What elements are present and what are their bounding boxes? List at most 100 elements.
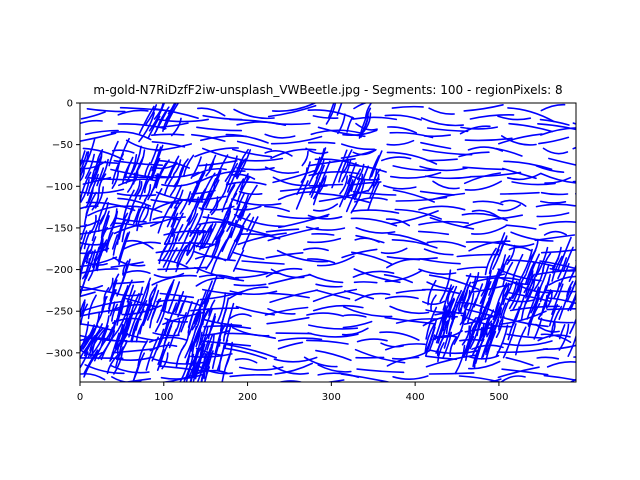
dense-stroke [203, 352, 212, 380]
flow-stroke [197, 365, 234, 375]
dense-stroke [346, 180, 354, 196]
dense-stroke [370, 150, 383, 178]
flow-stroke [225, 133, 269, 144]
flow-stroke [497, 366, 540, 379]
flow-stroke [501, 135, 537, 146]
flow-stroke [80, 291, 96, 298]
flow-stroke [497, 115, 532, 121]
dense-stroke [174, 223, 184, 241]
dense-stroke [91, 221, 100, 242]
flow-stroke [506, 172, 542, 181]
dense-stroke [535, 246, 549, 277]
flow-stroke [383, 184, 417, 190]
flow-stroke [80, 132, 117, 143]
flow-stroke [546, 361, 576, 368]
dense-stroke [430, 294, 437, 312]
dense-stroke [532, 286, 542, 310]
y-tick-label: −50 [52, 140, 73, 151]
dense-stroke [481, 325, 489, 341]
dense-stroke [425, 306, 438, 340]
dense-stroke [188, 179, 201, 206]
dense-stroke [300, 167, 308, 183]
flow-stroke [540, 103, 566, 112]
dense-stroke [211, 338, 222, 369]
dense-stroke [200, 299, 210, 328]
dense-stroke [150, 143, 159, 164]
dense-stroke [339, 175, 348, 195]
dense-stroke [429, 334, 436, 351]
flow-stroke [191, 133, 226, 142]
dense-stroke [164, 166, 174, 185]
dense-stroke [236, 192, 245, 211]
dense-stroke [111, 234, 119, 250]
dense-stroke [91, 192, 100, 211]
flow-stroke [231, 198, 282, 206]
dense-stroke [461, 325, 471, 346]
dense-stroke [200, 223, 214, 250]
flow-stroke [392, 189, 435, 203]
flow-stroke [346, 164, 387, 173]
dense-stroke [171, 117, 182, 137]
flow-stroke [275, 332, 313, 335]
dense-stroke [437, 342, 445, 363]
flow-stroke [278, 213, 330, 229]
dense-stroke [144, 284, 158, 318]
dense-stroke [367, 181, 380, 211]
x-tick-label: 300 [322, 392, 341, 403]
flow-stroke [152, 332, 180, 337]
dense-stroke [138, 112, 155, 143]
dense-stroke [551, 283, 564, 315]
flow-stroke [498, 133, 543, 145]
dense-stroke [196, 243, 212, 274]
dense-stroke [463, 289, 471, 308]
dense-stroke [242, 184, 258, 217]
dense-stroke [97, 214, 105, 232]
dense-stroke [198, 326, 209, 353]
flow-stroke [269, 289, 319, 303]
flow-stroke [110, 261, 144, 268]
dense-stroke [173, 189, 184, 209]
dense-stroke [492, 302, 500, 321]
dense-stroke [139, 166, 153, 200]
flow-stroke [265, 228, 300, 233]
dense-stroke [537, 294, 548, 319]
dense-stroke [524, 261, 536, 285]
flow-stroke [572, 146, 576, 150]
dense-stroke [172, 295, 181, 313]
dense-stroke [442, 331, 453, 359]
dense-stroke [143, 184, 152, 202]
flow-stroke [157, 367, 209, 382]
dense-stroke [80, 151, 88, 175]
dense-stroke [480, 276, 489, 297]
dense-stroke [495, 319, 504, 338]
dense-stroke [529, 238, 539, 260]
dense-stroke [80, 178, 90, 203]
dense-stroke [168, 328, 177, 349]
flow-stroke [468, 360, 501, 370]
flow-stroke [387, 126, 417, 134]
dense-stroke [209, 196, 219, 214]
flow-stroke [117, 109, 149, 116]
streamline-plot [80, 103, 576, 382]
flow-stroke [307, 141, 336, 144]
flow-stroke [535, 323, 560, 333]
dense-stroke [372, 168, 381, 187]
dense-stroke [125, 154, 138, 184]
dense-stroke [545, 292, 553, 309]
dense-stroke [187, 208, 197, 226]
flow-stroke [540, 200, 567, 204]
flow-stroke [201, 330, 231, 337]
dense-stroke [239, 173, 249, 191]
dense-stroke [548, 304, 559, 327]
dense-stroke [236, 158, 247, 179]
dense-stroke [111, 153, 124, 185]
dense-stroke [111, 171, 120, 189]
dense-stroke [327, 103, 335, 119]
dense-stroke [479, 277, 491, 305]
dense-stroke [350, 178, 366, 214]
dense-stroke [117, 300, 130, 330]
flow-stroke [267, 292, 310, 299]
dense-stroke [224, 155, 238, 182]
dense-stroke [218, 339, 229, 372]
flow-stroke [432, 180, 460, 190]
